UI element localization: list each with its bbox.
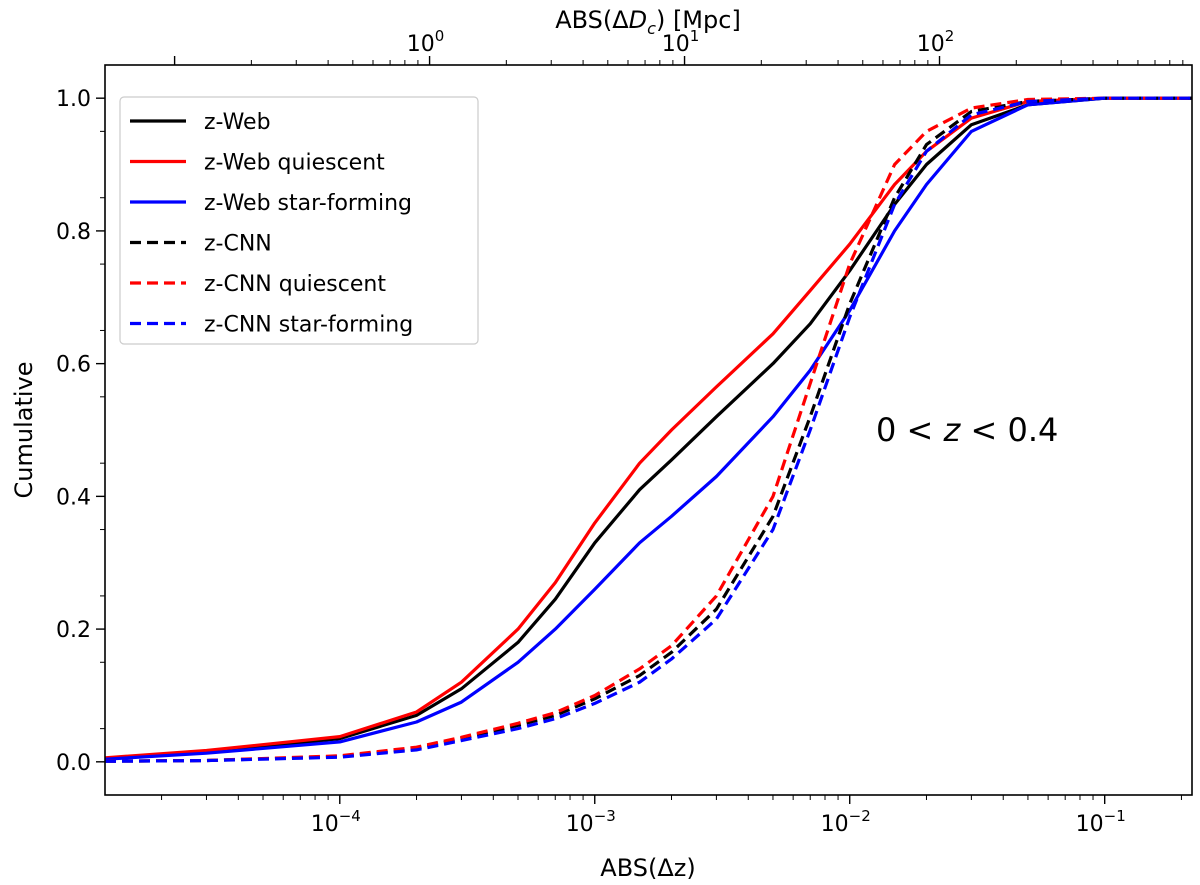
y-axis-label: Cumulative [10, 362, 38, 499]
redshift-range-annotation: 0 < z < 0.4 [876, 411, 1058, 449]
legend-label: z-CNN quiescent [204, 272, 386, 297]
x-tick-label: 10−3 [566, 807, 616, 837]
series-line-z-web [104, 96, 1192, 761]
top-axis-label: ABS(ΔDc) [Mpc] [555, 6, 741, 38]
top-tick-label: 100 [407, 27, 445, 57]
x-tick-label: 10−2 [821, 807, 871, 837]
series-line-z-web-quiescent [104, 96, 1192, 760]
series-line-z-web-star-forming [104, 96, 1192, 761]
y-tick-label: 0.4 [56, 485, 91, 510]
x-axis-label: ABS(Δz) [600, 854, 695, 882]
series-line-z-cnn-star-forming [104, 96, 1192, 763]
y-tick-label: 0.0 [56, 751, 91, 776]
legend-label: z-CNN star-forming [204, 313, 413, 338]
series-line-z-cnn-quiescent [104, 96, 1192, 763]
axis-ticks [96, 56, 1184, 804]
top-tick-label: 101 [662, 27, 700, 57]
series-lines [104, 96, 1192, 763]
y-tick-label: 0.6 [56, 353, 91, 378]
y-tick-label: 0.8 [56, 220, 91, 245]
x-tick-label: 10−1 [1076, 807, 1126, 837]
legend: z-Web z-Web quiescent z-Web star-forming z-… [119, 96, 479, 345]
legend-label: z-CNN [204, 232, 272, 257]
legend-box [119, 96, 479, 345]
top-tick-label: 102 [917, 27, 955, 57]
legend-label: z-Web [204, 110, 271, 135]
series-line-z-cnn [104, 96, 1192, 763]
x-tick-label: 10−4 [311, 807, 361, 837]
tick-labels: 10−4 10−3 10−2 10−1 100 101 102 0.0 0.2 0.4 0.6 0.8… [56, 27, 1126, 837]
legend-label: z-Web quiescent [204, 151, 385, 176]
legend-label: z-Web star-forming [204, 191, 412, 216]
plot-frame [104, 64, 1193, 796]
y-tick-label: 1.0 [56, 87, 91, 112]
y-tick-label: 0.2 [56, 618, 91, 643]
